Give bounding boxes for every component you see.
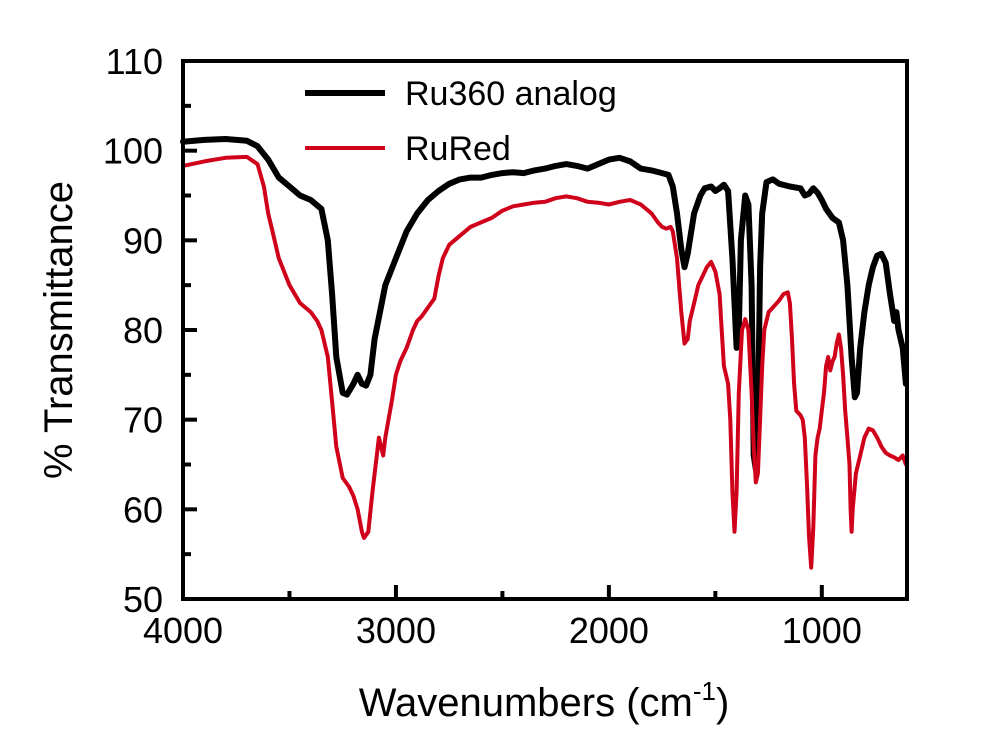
legend-label-ru360: Ru360 analog: [405, 75, 617, 113]
series-line-ru360-analog: [180, 136, 909, 472]
x-tick-label: 2000: [569, 610, 649, 651]
x-axis-title-main: Wavenumbers (cm: [359, 681, 693, 725]
series-layer: [180, 136, 909, 570]
x-tick-label: 4000: [143, 610, 223, 651]
series-line-rured: [181, 154, 908, 570]
y-tick-label: 90: [123, 220, 163, 261]
legend: Ru360 analog RuRed: [305, 75, 617, 168]
y-tick-label: 100: [103, 131, 163, 172]
legend-label-rured: RuRed: [405, 130, 511, 168]
y-tick-label: 80: [123, 310, 163, 351]
x-axis-title-superscript: -1: [693, 676, 716, 706]
plot-frame: [181, 59, 909, 601]
y-axis-title: % Transmittance: [37, 181, 81, 479]
x-axis-title: Wavenumbers (cm-1): [359, 676, 730, 725]
y-tick-label: 110: [106, 41, 163, 82]
x-tick-label: 1000: [782, 610, 862, 651]
y-tick-label: 50: [123, 579, 163, 620]
x-tick-label: 3000: [356, 610, 436, 651]
y-tick-label: 70: [123, 400, 163, 441]
y-tick-label: 60: [123, 489, 163, 530]
x-axis-title-suffix: ): [716, 681, 729, 725]
tick-layer: 4000 3000 2000 1000 50 60 70 80 90 100 110: [103, 41, 862, 651]
